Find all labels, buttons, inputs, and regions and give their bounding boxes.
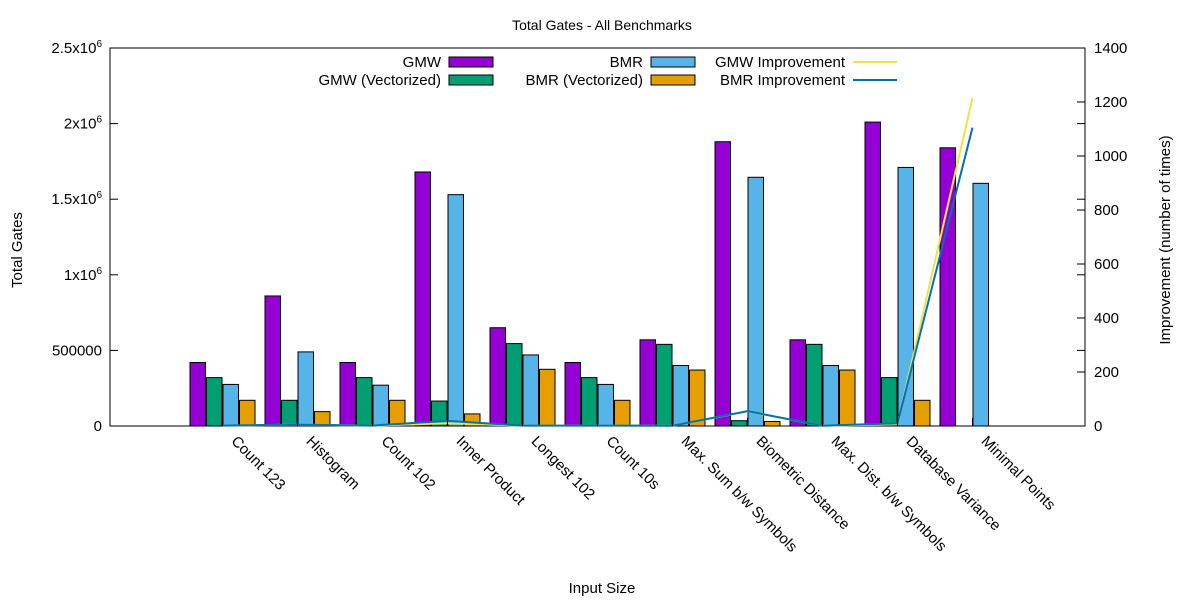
bar — [672, 365, 689, 427]
y2-tick-label: 0 — [1094, 418, 1102, 435]
legend-label: GMW Improvement — [715, 54, 846, 71]
bar — [356, 377, 373, 427]
bar — [239, 399, 256, 427]
bar — [389, 399, 406, 427]
bar — [839, 369, 856, 427]
x-tick-label: Count 10s — [603, 433, 663, 493]
chart-title: Total Gates - All Benchmarks — [512, 17, 692, 33]
bar — [972, 182, 989, 427]
bar — [297, 351, 314, 427]
bar — [614, 399, 631, 427]
bar — [489, 327, 506, 427]
bar — [597, 383, 614, 427]
bar — [264, 295, 281, 427]
legend-label: BMR — [610, 54, 644, 71]
y2-tick-label: 1400 — [1094, 40, 1127, 57]
bar — [731, 420, 748, 427]
bar — [431, 400, 448, 427]
improvement-line — [222, 97, 974, 427]
bar — [506, 343, 523, 427]
bar — [714, 141, 731, 427]
x-tick-label: Inner Product — [453, 433, 529, 509]
y-tick-label: 2.5x106 — [51, 39, 102, 57]
y-tick-label: 1x106 — [64, 266, 103, 284]
y2-tick-label: 400 — [1094, 310, 1119, 327]
bar — [314, 411, 331, 427]
legend-label: BMR Improvement — [720, 72, 846, 89]
x-axis-label: Input Size — [569, 580, 636, 597]
bar — [914, 399, 931, 427]
bar — [764, 420, 781, 427]
bar — [564, 361, 581, 427]
bar — [522, 354, 539, 427]
y2-tick-label: 800 — [1094, 202, 1119, 219]
y2-axis-label: Improvement (number of times) — [1157, 135, 1174, 344]
x-axis: Count 123 Histogram Count 102 Inner Product… — [222, 418, 1059, 556]
bar — [897, 166, 914, 427]
legend-label: GMW (Vectorized) — [318, 72, 441, 89]
bar — [281, 399, 298, 427]
bar — [806, 343, 823, 427]
bar — [789, 339, 806, 427]
bar — [539, 368, 556, 427]
legend-swatch — [650, 74, 696, 86]
legend-swatch — [448, 74, 494, 86]
bar — [822, 365, 839, 427]
plot-area — [109, 47, 1086, 427]
legend-swatch — [650, 56, 696, 68]
y2-tick-label: 1000 — [1094, 148, 1127, 165]
x-tick-label: Longest 102 — [528, 433, 598, 503]
y-axis: 0 500000 1x106 1.5x106 2x106 2.5x106 — [51, 39, 1085, 435]
y2-tick-label: 200 — [1094, 364, 1119, 381]
bar — [339, 361, 356, 427]
y2-tick-label: 1200 — [1094, 94, 1127, 111]
y-tick-label: 1.5x106 — [51, 190, 102, 208]
bar — [689, 369, 706, 427]
y-tick-label: 2x106 — [64, 115, 103, 133]
legend-label: BMR (Vectorized) — [525, 72, 643, 89]
legend-swatch — [448, 56, 494, 68]
bar — [414, 171, 431, 427]
plot-frame — [109, 47, 1086, 427]
y-tick-label: 0 — [94, 418, 102, 435]
bar — [222, 383, 239, 427]
bar — [372, 384, 389, 427]
y2-tick-label: 600 — [1094, 256, 1119, 273]
bar — [639, 339, 656, 427]
bar — [881, 377, 898, 427]
bar — [864, 121, 881, 427]
legend-label: GMW — [403, 54, 442, 71]
bar — [206, 377, 223, 427]
bar — [747, 176, 764, 427]
bar — [581, 377, 598, 427]
x-tick-label: Count 102 — [378, 433, 439, 494]
y-axis-label: Total Gates — [9, 212, 26, 288]
x-tick-label: Minimal Points — [978, 433, 1059, 514]
y2-axis: 0 200 400 600 800 1000 1200 1400 — [1077, 40, 1127, 435]
bar — [447, 194, 464, 427]
bar — [656, 343, 673, 427]
x-tick-label: Count 123 — [228, 433, 289, 494]
y-tick-label: 500000 — [52, 342, 102, 359]
bar — [939, 147, 956, 427]
bar — [189, 361, 206, 427]
x-tick-label: Histogram — [303, 433, 363, 493]
